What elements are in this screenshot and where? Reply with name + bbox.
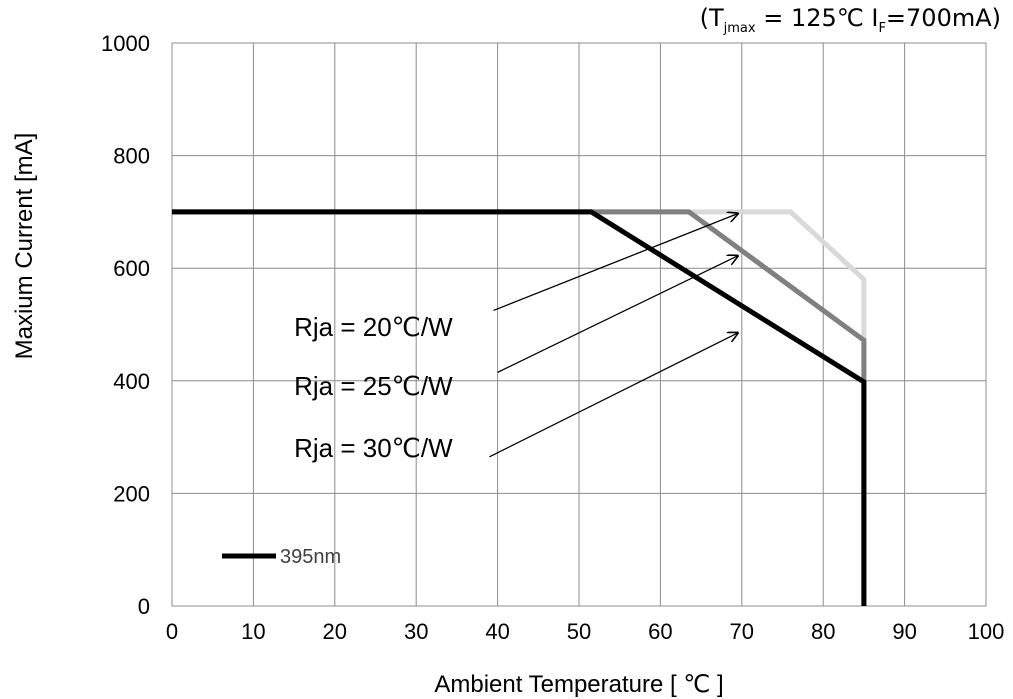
series-line-0 bbox=[172, 209, 867, 606]
test-condition: (Tjmax = 125℃ IF=700mA) bbox=[699, 4, 1001, 36]
x-tick-label: 40 bbox=[485, 619, 509, 644]
annotation-label: Rja = 20℃/W bbox=[294, 312, 453, 342]
x-tick-label: 60 bbox=[648, 619, 672, 644]
series-line-1 bbox=[172, 209, 867, 606]
plot-frame bbox=[171, 42, 987, 607]
y-tick-label: 800 bbox=[113, 144, 150, 169]
y-axis-label: Maxium Current [mA] bbox=[11, 133, 38, 360]
x-tick-label: 20 bbox=[323, 619, 347, 644]
x-tick-label: 0 bbox=[166, 619, 178, 644]
x-tick-label: 10 bbox=[241, 619, 265, 644]
x-tick-label: 50 bbox=[567, 619, 591, 644]
x-axis-label: Ambient Temperature [ ℃ ] bbox=[434, 671, 723, 698]
annotation-arrow bbox=[497, 256, 738, 373]
x-tick-label: 30 bbox=[404, 619, 428, 644]
y-tick-label: 0 bbox=[138, 594, 150, 619]
legend: 395nm bbox=[222, 546, 341, 568]
x-tick-label: 70 bbox=[730, 619, 754, 644]
x-tick-label: 100 bbox=[968, 619, 1005, 644]
x-tick-label: 90 bbox=[892, 619, 916, 644]
annotation-arrow bbox=[493, 214, 738, 312]
legend-label: 395nm bbox=[280, 546, 341, 568]
y-tick-label: 200 bbox=[113, 481, 150, 506]
y-tick-label: 600 bbox=[113, 256, 150, 281]
y-tick-label: 1000 bbox=[101, 31, 150, 56]
plot-border bbox=[171, 42, 987, 607]
series-line-2 bbox=[172, 209, 867, 606]
annotation-label: Rja = 30℃/W bbox=[294, 433, 453, 463]
annotations: Rja = 20℃/W Rja = 25℃/W Rja = 30℃/W bbox=[294, 214, 738, 463]
annotation-arrow bbox=[489, 333, 737, 458]
y-tick-label: 400 bbox=[113, 369, 150, 394]
x-tick-label: 80 bbox=[811, 619, 835, 644]
annotation-label: Rja = 25℃/W bbox=[294, 371, 453, 401]
series-group bbox=[172, 209, 867, 606]
